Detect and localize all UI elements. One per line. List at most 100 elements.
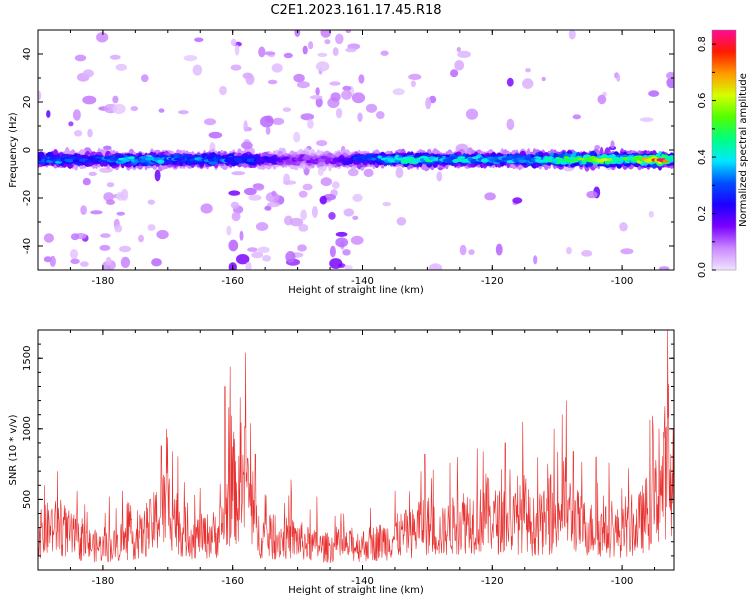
spectrogram-noise-blob bbox=[236, 254, 250, 265]
spectrogram-band-blob bbox=[121, 159, 130, 163]
spectrogram-noise-blob bbox=[46, 110, 51, 118]
spectrogram-noise-blob bbox=[329, 258, 343, 269]
spectrogram-noise-blob bbox=[106, 199, 115, 205]
spectrogram-noise-blob bbox=[666, 71, 674, 80]
snr-x-tick-label: -160 bbox=[221, 576, 244, 587]
spectrogram-noise-blob bbox=[103, 145, 112, 151]
spectrogram-y-tick-label: -20 bbox=[22, 190, 33, 206]
spectrogram-noise-blob bbox=[115, 63, 128, 71]
spectrogram-band-blob bbox=[241, 155, 250, 160]
spectrogram-noise-blob bbox=[329, 81, 341, 86]
spectrogram-noise-blob bbox=[243, 120, 248, 132]
snr-x-tick-label: -120 bbox=[481, 576, 504, 587]
spectrogram-noise-blob bbox=[245, 73, 255, 85]
spectrogram-noise-blob bbox=[156, 229, 169, 240]
spectrogram-band-blob bbox=[358, 158, 366, 163]
spectrogram-band-blob bbox=[470, 159, 477, 163]
spectrogram-noise-blob bbox=[343, 208, 355, 217]
spectrogram-noise-blob bbox=[200, 203, 213, 214]
snr-frame bbox=[37, 329, 675, 571]
spectrogram-noise-blob bbox=[324, 39, 331, 45]
spectrogram-noise-blob bbox=[533, 255, 538, 265]
spectrogram-noise-blob bbox=[80, 205, 87, 216]
spectrogram-noise-blob bbox=[219, 85, 227, 96]
spectrogram-noise-blob bbox=[317, 52, 328, 58]
spectrogram-noise-blob bbox=[90, 210, 103, 215]
snr-x-tick-label: -100 bbox=[611, 576, 634, 587]
spectrogram-band-blob bbox=[632, 156, 642, 160]
spectrogram-noise-blob bbox=[315, 87, 320, 96]
spectrogram-noise-blob bbox=[457, 50, 471, 59]
spectrogram-band-blob bbox=[600, 158, 609, 162]
spectrogram-noise-blob bbox=[120, 188, 129, 201]
spectrogram-noise-blob bbox=[640, 117, 654, 122]
spectrogram-noise-blob bbox=[99, 167, 113, 173]
colorbar-tick-label: 0.4 bbox=[697, 149, 708, 165]
spectrogram-noise-blob bbox=[282, 107, 291, 112]
spectrogram-noise-blob bbox=[244, 187, 257, 196]
spectrogram-noise-blob bbox=[525, 68, 531, 73]
spectrogram-noise-blob bbox=[450, 69, 459, 78]
spectrogram-noise-blob bbox=[345, 30, 352, 34]
spectrogram-band-blob bbox=[396, 157, 404, 161]
spectrogram-noise-blob bbox=[658, 266, 670, 270]
spectrogram-noise-blob bbox=[330, 92, 341, 102]
spectrogram-noise-blob bbox=[297, 244, 307, 252]
spectrogram-noise-blob bbox=[666, 77, 674, 89]
spectrogram-noise-blob bbox=[82, 177, 91, 186]
spectrogram-y-tick-label: 20 bbox=[22, 96, 33, 109]
spectrogram-noise-blob bbox=[158, 108, 165, 113]
spectrogram-noise-blob bbox=[298, 224, 309, 232]
spectrogram-axes: -180 -160 -140 -120 -100 -40 -20 0 20 40 bbox=[22, 29, 674, 287]
spectrogram-noise-blob bbox=[343, 265, 353, 270]
spectrogram-noise-blob bbox=[572, 114, 581, 120]
spectrogram-noise-blob bbox=[271, 63, 283, 73]
spectrogram-noise-blob bbox=[335, 33, 344, 45]
spectrogram-noise-blob bbox=[329, 245, 336, 258]
spectrogram-noise-blob bbox=[425, 97, 432, 110]
spectrogram-band-blob bbox=[157, 159, 165, 163]
spectrogram-noise-blob bbox=[230, 38, 237, 47]
spectrogram-noise-blob bbox=[230, 64, 242, 71]
spectrogram-noise-blob bbox=[264, 205, 272, 211]
spectrogram-noise-blob bbox=[620, 248, 634, 255]
spectrogram-noise-blob bbox=[302, 183, 313, 191]
colorbar-gradient bbox=[712, 30, 736, 270]
spectrogram-band-blob bbox=[193, 159, 199, 163]
spectrogram-noise-blob bbox=[566, 246, 572, 255]
spectrogram-noise-blob bbox=[120, 256, 131, 268]
spectrogram-noise-blob bbox=[293, 131, 301, 143]
snr-ylabel: SNR (10 * v/v) bbox=[8, 414, 19, 485]
colorbar-tick-label: 0.2 bbox=[697, 206, 708, 222]
spectrogram-noise-blob bbox=[293, 73, 305, 83]
spectrogram-noise-blob bbox=[309, 95, 323, 100]
spectrogram-noise-blob bbox=[141, 74, 149, 83]
snr-series-line bbox=[38, 330, 674, 563]
spectrogram-noise-blob bbox=[345, 47, 357, 53]
spectrogram-x-tick-label: -160 bbox=[221, 276, 244, 287]
spectrogram-noise-blob bbox=[456, 47, 461, 52]
spectrogram-band-blob bbox=[609, 160, 618, 164]
spectrogram-noise-blob bbox=[257, 246, 270, 253]
spectrogram-panel: -180 -160 -140 -120 -100 -40 -20 0 20 40 Height o… bbox=[8, 29, 675, 296]
spectrogram-noise-blob bbox=[352, 215, 359, 220]
spectrogram-noise-blob bbox=[358, 74, 365, 84]
spectrogram-noise-blob bbox=[262, 254, 272, 262]
spectrogram-noise-blob bbox=[255, 222, 269, 231]
spectrogram-noise-blob bbox=[581, 250, 593, 257]
spectrogram-noise-blob bbox=[260, 115, 274, 128]
spectrogram-noise-blob bbox=[300, 209, 307, 221]
spectrogram-x-tick-label: -100 bbox=[611, 276, 634, 287]
spectrogram-noise-blob bbox=[251, 251, 264, 259]
spectrogram-x-tick-label: -120 bbox=[481, 276, 504, 287]
spectrogram-noise-blob bbox=[38, 90, 42, 101]
spectrogram-noise-blob bbox=[267, 79, 278, 85]
spectrogram-noise-blob bbox=[465, 108, 479, 120]
spectrogram-noise-blob bbox=[335, 237, 349, 248]
spectrogram-x-tick-label: -140 bbox=[351, 276, 374, 287]
colorbar: 0.0 0.2 0.4 0.6 0.8 Normalized spectral ampl… bbox=[697, 29, 749, 278]
spectrogram-noise-blob bbox=[112, 95, 119, 104]
spectrogram-noise-blob bbox=[88, 171, 98, 176]
spectrogram-noise-blob bbox=[376, 111, 385, 120]
